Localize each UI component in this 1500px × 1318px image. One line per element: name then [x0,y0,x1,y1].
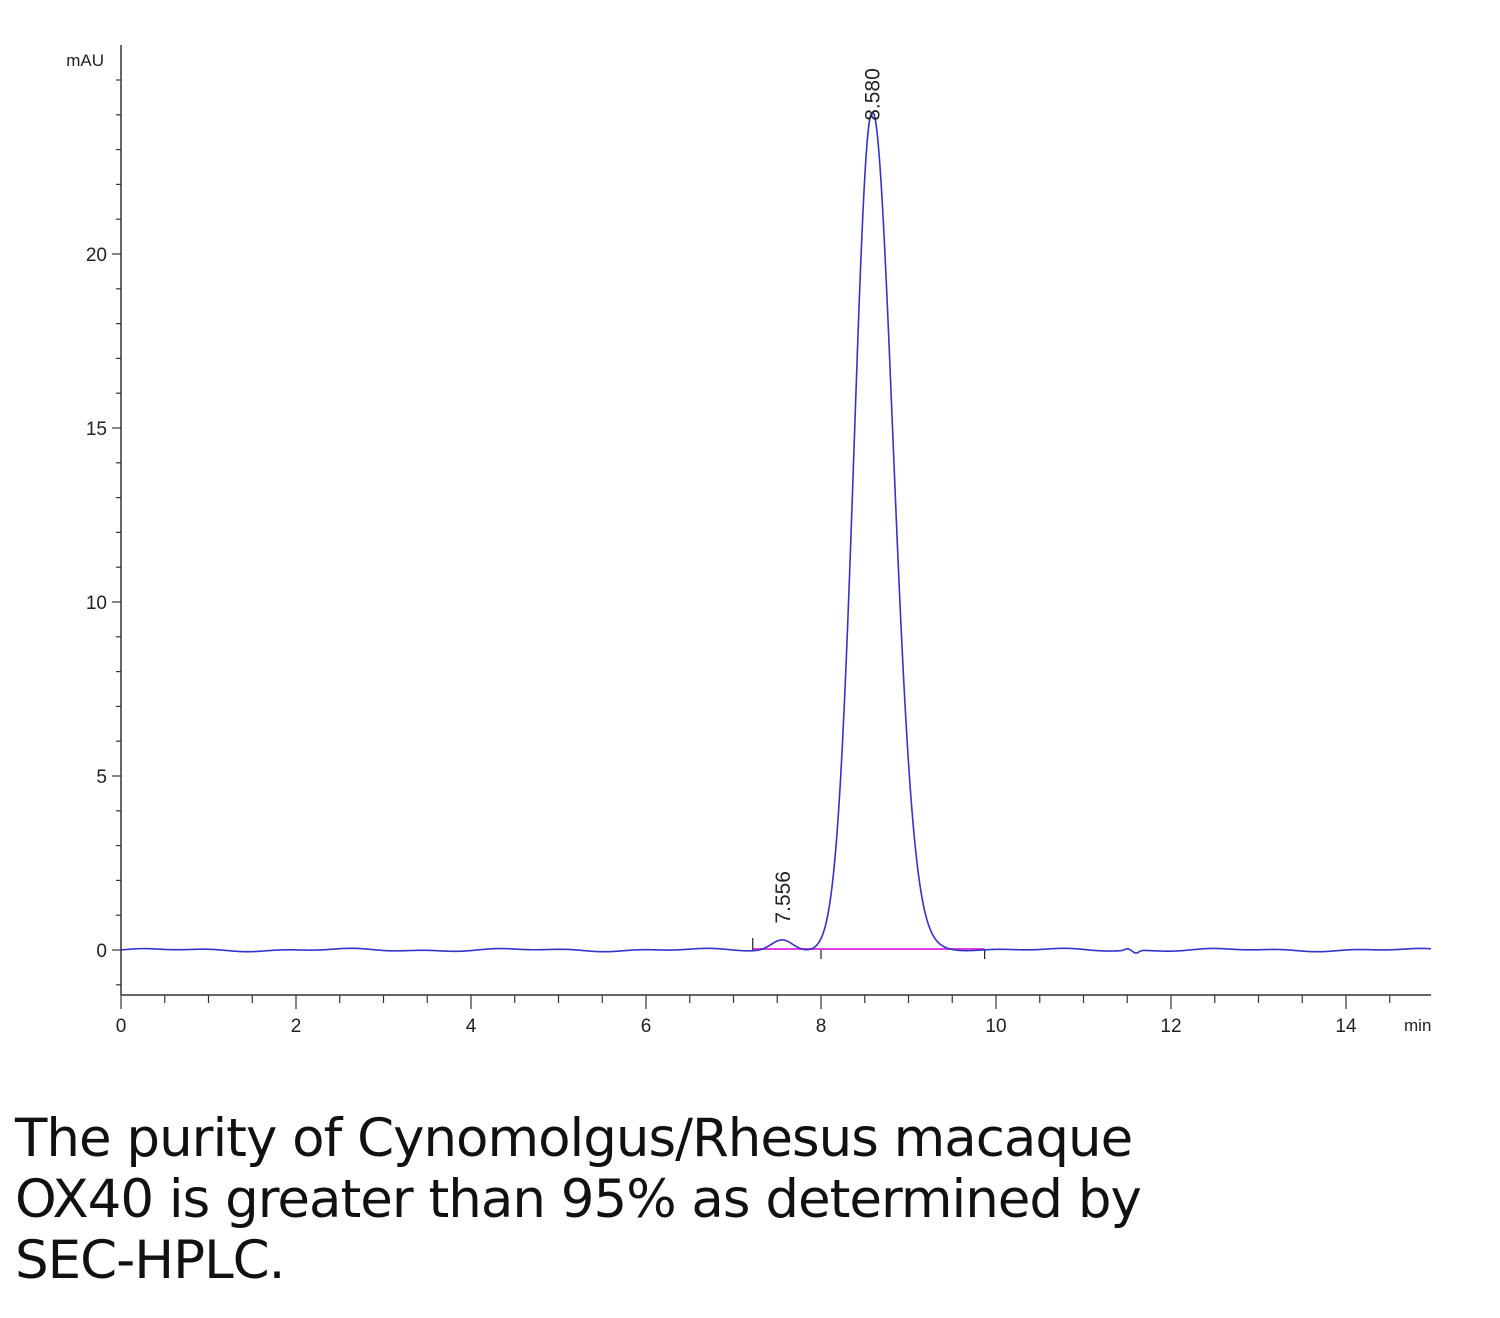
caption-line-2: OX40 is greater than 95% as determined b… [15,1169,1142,1230]
caption-line-1: The purity of Cynomolgus/Rhesus macaque [15,1108,1133,1169]
x-tick-label: 4 [466,1016,477,1037]
x-tick-label: 0 [116,1016,127,1037]
chart-axes [112,45,1431,1009]
y-tick-label: 10 [86,593,107,614]
x-axis-label: min [1404,1016,1431,1035]
x-tick-label: 12 [1160,1016,1181,1037]
caption-line-3: SEC-HPLC. [15,1230,285,1291]
y-tick-label: 0 [96,941,107,962]
plot-area [120,111,1431,959]
figure-caption: The purity of Cynomolgus/Rhesus macaque … [15,1108,1315,1291]
x-tick-label: 6 [641,1016,652,1037]
x-tick-label: 14 [1335,1016,1357,1037]
y-tick-label: 20 [86,245,107,266]
x-tick-label: 8 [816,1016,827,1037]
peak-label: 8.580 [862,68,885,121]
y-tick-label: 5 [96,767,107,788]
chromatogram-chart: 0 5 10 15 20 mAU 0 2 4 6 8 10 12 14 min 7.556 8.580 [66,45,1431,1037]
x-tick-label: 2 [291,1016,302,1037]
x-tick-label: 10 [985,1016,1006,1037]
y-tick-label: 15 [86,419,107,440]
y-axis-label: mAU [66,51,104,70]
peak-label: 7.556 [772,871,795,924]
chart-labels: 0 5 10 15 20 mAU 0 2 4 6 8 10 12 14 min 7.556 8.580 [66,51,1431,1037]
signal-trace [120,111,1431,954]
